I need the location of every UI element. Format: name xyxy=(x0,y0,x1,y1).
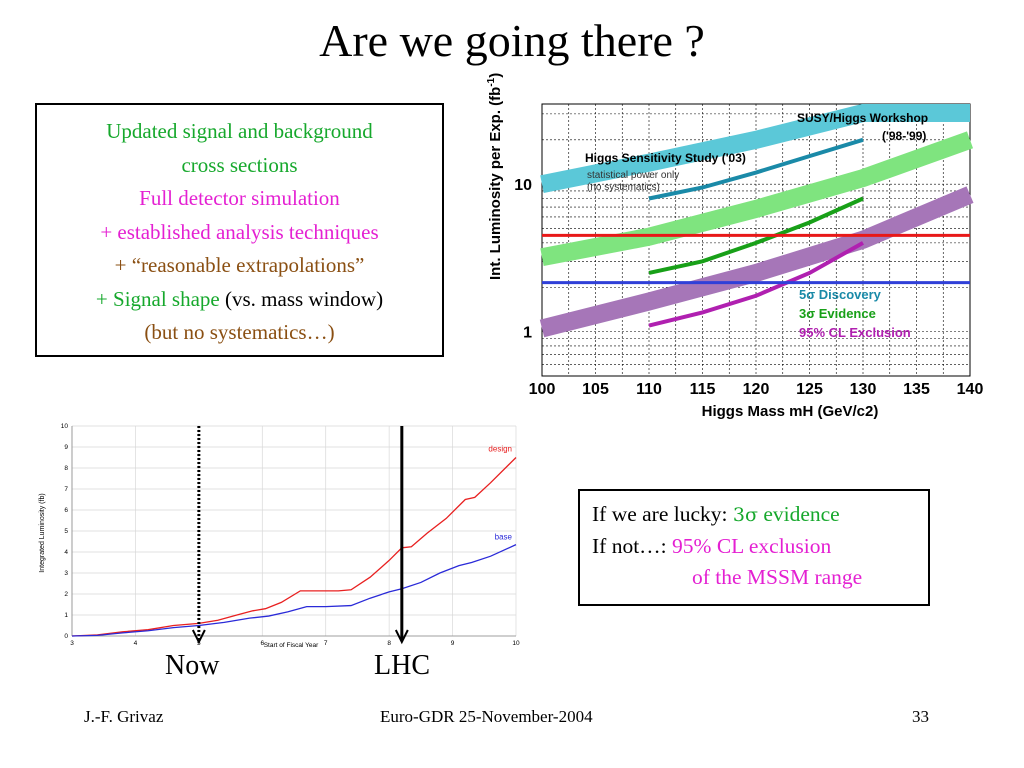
x-tick-label: 115 xyxy=(690,381,716,398)
y-tick-label: 3 xyxy=(64,570,68,577)
band-5sigma-discovery xyxy=(540,104,970,194)
slide-title: Are we going there ? xyxy=(319,15,705,66)
sensitivity-annotations: SUSY/Higgs Workshop ('98-'99) Higgs Sensit… xyxy=(585,111,928,340)
y-tick-label: 2 xyxy=(64,591,68,598)
x-tick-label: 100 xyxy=(529,381,556,398)
luminosity-y-axis-label: Integrated Luminosity (fb) xyxy=(39,493,46,572)
sensitivity-x-axis-label: Higgs Mass mH (GeV/c2) xyxy=(702,403,879,420)
x-tick-label: 6 xyxy=(260,640,264,647)
plus-sign: + xyxy=(95,286,114,311)
mssm-line: of the MSSM range xyxy=(692,565,863,589)
y-tick-label: 10 xyxy=(514,177,532,194)
arrowhead-now xyxy=(191,629,206,645)
not-lucky-line: If not…: 95% CL exclusion xyxy=(592,531,928,562)
not-prefix: If not…: xyxy=(592,534,673,558)
x-tick-label: 105 xyxy=(582,381,609,398)
annotation-no-systematics: (no systematics) xyxy=(587,182,660,193)
annotation-susy-workshop: SUSY/Higgs Workshop xyxy=(797,111,928,125)
x-tick-label: 135 xyxy=(903,381,930,398)
text-line-3: Full detector simulation xyxy=(139,186,340,210)
y-tick-label: 10 xyxy=(61,423,69,430)
y-label-sup: -1 xyxy=(486,77,497,87)
lucky-prefix: If we are lucky: xyxy=(592,502,733,526)
y-tick-label: 4 xyxy=(64,549,68,556)
y-label-close: ) xyxy=(487,72,504,78)
y-tick-label: 8 xyxy=(64,465,68,472)
sigma-label: 3σ xyxy=(732,504,758,526)
line-design xyxy=(71,457,517,637)
luminosity-grid xyxy=(71,425,517,637)
text-line-4-body: established analysis techniques xyxy=(117,219,379,244)
paren-close: ) xyxy=(327,320,335,344)
text-line-1: Updated signal and background xyxy=(106,119,373,143)
luminosity-lines: design base xyxy=(71,445,517,637)
x-tick-label: 125 xyxy=(796,381,823,398)
text-line-7: (but no systematics…) xyxy=(37,316,442,350)
plus-sign: + xyxy=(100,219,118,244)
line-base xyxy=(71,544,517,637)
text-line-5-body: “reasonable extrapolations” xyxy=(131,253,365,277)
text-line-7-brown: but no systematics… xyxy=(151,320,328,344)
x-tick-label: 120 xyxy=(743,381,770,398)
text-line-6-black: (vs. mass window) xyxy=(219,286,384,311)
band-3sigma-evidence xyxy=(540,131,974,266)
luminosity-markers xyxy=(191,426,409,645)
legend-3sigma-evidence: 3σ Evidence xyxy=(799,306,876,321)
x-tick-label: 4 xyxy=(134,640,138,647)
text-line-6-green: Signal shape xyxy=(113,286,220,311)
annotation-susy-years: ('98-'99) xyxy=(882,129,926,143)
annotation-sensitivity-study: Higgs Sensitivity Study ('03) xyxy=(585,151,746,165)
x-tick-label: 130 xyxy=(850,381,877,398)
x-tick-label: 110 xyxy=(636,381,662,398)
luminosity-x-axis-label: Start of Fiscal Year xyxy=(264,642,319,649)
annotation-statistical-power: statistical power only xyxy=(587,170,679,181)
legend-95cl-exclusion: 95% CL Exclusion xyxy=(799,325,911,340)
legend-5sigma-discovery: 5σ Discovery xyxy=(799,287,882,302)
x-tick-label: 140 xyxy=(957,381,984,398)
plus-sign: + xyxy=(114,253,132,277)
x-tick-label: 10 xyxy=(512,640,520,647)
outcome-text-box: If we are lucky: 3σ evidence If not…: 95… xyxy=(578,489,930,606)
band-95cl-exclusion xyxy=(539,186,974,338)
y-tick-label: 0 xyxy=(64,633,68,640)
text-line-6: + Signal shape (vs. mass window) xyxy=(37,283,442,317)
evidence-label: evidence xyxy=(757,502,840,526)
curve-95cl-2003 xyxy=(648,241,864,328)
y-tick-label: 6 xyxy=(64,507,68,514)
curve-5sigma-2003 xyxy=(648,137,864,201)
text-line-4: + established analysis techniques xyxy=(37,216,442,250)
now-label: Now xyxy=(165,650,220,681)
arrowhead-lhc xyxy=(394,629,409,645)
y-tick-label: 1 xyxy=(64,612,68,619)
lhc-label: LHC xyxy=(374,650,430,681)
curve-3sigma-2003 xyxy=(648,196,864,275)
text-line-2: cross sections xyxy=(181,152,298,177)
analysis-text-box: Updated signal and background cross sect… xyxy=(35,103,444,357)
y-tick-label: 1 xyxy=(523,325,532,342)
paren-open: ( xyxy=(144,320,152,344)
series-label-base: base xyxy=(495,533,513,542)
sensitivity-bands xyxy=(539,104,974,338)
exclusion-label: 95% CL exclusion xyxy=(672,534,832,558)
footer-page-number: 33 xyxy=(912,707,929,726)
footer-author: J.-F. Grivaz xyxy=(84,707,164,726)
y-tick-label: 5 xyxy=(64,528,68,535)
y-tick-label: 7 xyxy=(64,486,68,493)
x-tick-label: 8 xyxy=(387,640,391,647)
x-tick-label: 7 xyxy=(324,640,328,647)
text-line-5: + “reasonable extrapolations” xyxy=(37,249,442,283)
series-label-design: design xyxy=(488,445,512,454)
x-tick-label: 3 xyxy=(70,640,74,647)
y-tick-label: 9 xyxy=(64,444,68,451)
footer-event: Euro-GDR 25-November-2004 xyxy=(380,707,593,726)
lucky-line: If we are lucky: 3σ evidence xyxy=(592,499,928,531)
x-tick-label: 9 xyxy=(451,640,455,647)
